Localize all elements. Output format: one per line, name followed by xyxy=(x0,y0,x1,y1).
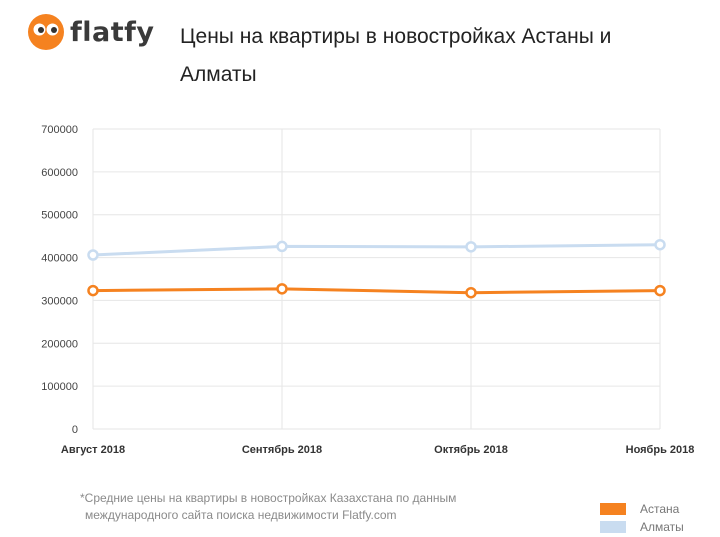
y-tick-label: 600000 xyxy=(41,167,78,179)
brand-name: flatfy xyxy=(70,16,155,48)
data-point-almaty xyxy=(465,241,477,253)
data-point-almaty xyxy=(276,240,288,253)
y-tick-label: 300000 xyxy=(41,295,78,307)
legend: Астана Алматы xyxy=(600,500,684,536)
owl-logo-icon xyxy=(28,14,64,50)
data-point-astana xyxy=(654,284,666,297)
x-tick-label: Октябрь 2018 xyxy=(434,444,508,456)
legend-swatch-astana xyxy=(600,503,626,515)
data-point-astana xyxy=(465,286,477,299)
y-tick-label: 0 xyxy=(72,424,78,436)
data-point-almaty xyxy=(87,249,99,261)
brand-logo: flatfy xyxy=(28,14,154,50)
data-point-astana xyxy=(276,283,288,295)
footnote-line-2: международного сайта поиска недвижимости… xyxy=(85,508,397,522)
y-tick-label: 400000 xyxy=(41,253,78,265)
data-point-astana xyxy=(87,284,99,297)
y-tick-label: 500000 xyxy=(41,210,78,222)
legend-item-astana: Астана xyxy=(600,500,684,518)
series-line-almaty xyxy=(92,243,661,257)
x-tick-label: Сентябрь 2018 xyxy=(242,444,322,456)
x-tick-label: Ноябрь 2018 xyxy=(626,444,695,456)
legend-label-almaty: Алматы xyxy=(640,520,684,534)
footnote: *Средние цены на квартиры в новостройках… xyxy=(80,490,500,524)
y-tick-label: 700000 xyxy=(41,124,78,136)
legend-label-astana: Астана xyxy=(640,502,680,516)
footnote-line-1: *Средние цены на квартиры в новостройках… xyxy=(80,491,457,505)
y-tick-label: 200000 xyxy=(41,338,78,350)
legend-swatch-almaty xyxy=(600,521,626,533)
x-tick-label: Август 2018 xyxy=(61,444,125,456)
data-point-almaty xyxy=(654,238,666,251)
chart-title: Цены на квартиры в новостройках Астаны и… xyxy=(180,25,612,86)
y-tick-label: 100000 xyxy=(41,381,78,393)
legend-item-almaty: Алматы xyxy=(600,518,684,536)
series-line-astana xyxy=(92,287,661,295)
line-chart: 0 100000 200000 300000 400000 500000 600000 700… xyxy=(41,124,695,456)
